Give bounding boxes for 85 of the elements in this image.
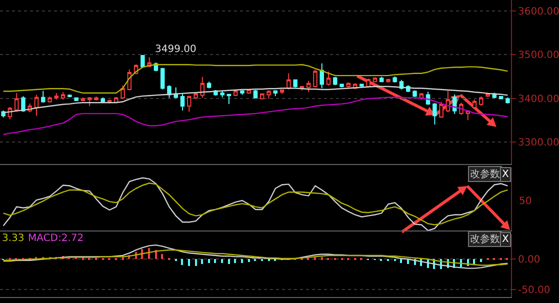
candlestick <box>392 76 397 84</box>
candlestick <box>506 96 510 104</box>
candlestick <box>260 92 264 100</box>
candlestick <box>220 90 224 98</box>
y-tick-label: 3500.00 <box>518 50 559 62</box>
bar <box>208 259 210 264</box>
bar <box>248 259 250 262</box>
candlestick <box>266 90 271 100</box>
annotation: 3.33 <box>2 233 24 244</box>
candlestick <box>386 78 390 84</box>
candlestick <box>140 54 145 68</box>
candlestick <box>41 90 46 104</box>
y-tick-label: 0.00 <box>518 254 540 266</box>
candlestick <box>74 96 78 102</box>
candlestick <box>273 90 278 97</box>
candlestick <box>479 96 484 106</box>
bar <box>241 259 243 264</box>
candlestick <box>293 78 298 88</box>
bar <box>188 259 190 266</box>
y-tick-label: 3300.00 <box>518 137 559 148</box>
candlestick <box>187 95 192 112</box>
candlestick <box>194 92 198 100</box>
bar <box>148 248 150 260</box>
candlestick <box>313 69 318 88</box>
candlestick <box>1 110 6 118</box>
candlestick <box>466 110 470 121</box>
candlestick <box>439 101 444 118</box>
line-series <box>2 249 508 266</box>
candlestick <box>446 90 450 113</box>
candlestick <box>200 76 205 98</box>
bar <box>201 259 203 264</box>
bar <box>228 259 230 264</box>
candlestick <box>472 99 477 110</box>
bar <box>480 259 482 262</box>
bar <box>195 259 197 266</box>
candlestick <box>48 96 52 104</box>
candlestick <box>412 90 417 98</box>
candlestick <box>160 67 165 90</box>
candlestick <box>320 62 324 89</box>
candlestick <box>87 96 92 107</box>
candlestick <box>346 82 351 88</box>
candlestick <box>60 92 66 100</box>
candlestick <box>379 76 384 83</box>
candlestick <box>326 71 331 86</box>
candlestick <box>80 96 86 102</box>
bar <box>234 259 236 264</box>
candlestick <box>21 96 26 112</box>
y-tick-label: 3600.00 <box>518 6 559 18</box>
bar <box>161 254 163 260</box>
candlestick <box>180 92 185 111</box>
candlestick <box>174 86 178 99</box>
candlestick <box>306 80 311 93</box>
bar <box>473 259 475 264</box>
candlestick <box>68 94 72 98</box>
candlestick <box>240 90 244 96</box>
candlestick <box>14 92 19 112</box>
text: 50 <box>519 196 532 207</box>
annotation: 改参数 <box>470 168 500 180</box>
line-series <box>2 244 508 269</box>
candlestick <box>226 93 232 104</box>
candlestick <box>333 76 338 86</box>
candlestick <box>54 92 59 100</box>
candlestick <box>366 78 370 87</box>
candlestick <box>206 81 212 89</box>
candlestick <box>340 83 344 88</box>
y-tick-label: -50.00 <box>518 285 550 296</box>
candlestick <box>34 94 39 116</box>
candlestick <box>286 72 291 90</box>
annotation: X <box>502 169 509 180</box>
annotation: MACD:2.72 <box>28 233 84 244</box>
candlestick <box>94 96 98 101</box>
annotation: 3499.00 <box>155 44 196 55</box>
bar <box>321 257 323 260</box>
y-tick-label: 3400.00 <box>518 94 559 105</box>
annotation: 改参数 <box>470 233 500 245</box>
candlestick <box>120 85 125 100</box>
bar <box>221 259 223 264</box>
candlestick <box>253 89 258 99</box>
line-series <box>2 64 508 94</box>
line-series <box>2 86 508 114</box>
bar <box>400 259 402 264</box>
annotation: X <box>502 234 509 245</box>
bar <box>214 259 216 264</box>
bar <box>181 259 183 266</box>
candlestick <box>432 102 437 125</box>
